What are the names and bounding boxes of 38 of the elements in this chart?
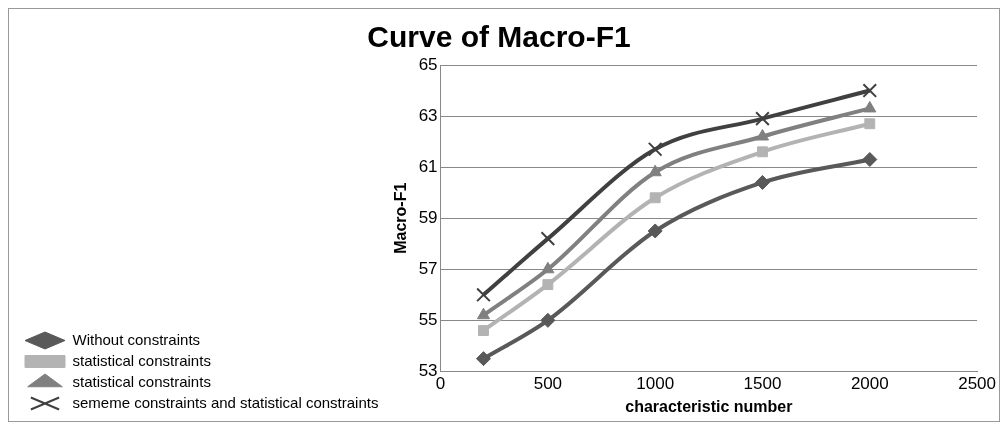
point bbox=[862, 83, 878, 98]
legend-label: Without constraints bbox=[72, 330, 201, 348]
point bbox=[863, 100, 877, 113]
point bbox=[542, 279, 554, 291]
legend-label: statistical constraints bbox=[72, 351, 211, 369]
point bbox=[647, 223, 663, 239]
y-tick-label: 57 bbox=[418, 258, 438, 278]
point bbox=[540, 312, 556, 328]
y-tick-label: 55 bbox=[418, 310, 438, 330]
point bbox=[475, 351, 491, 367]
point bbox=[755, 111, 770, 126]
x-tick-label: 2500 bbox=[958, 374, 996, 394]
point bbox=[754, 174, 770, 190]
point bbox=[647, 141, 663, 157]
point bbox=[478, 325, 489, 336]
x-tick-label: 500 bbox=[533, 374, 563, 394]
point bbox=[476, 307, 491, 320]
legend-label: sememe constraints and statistical constraints bbox=[72, 393, 379, 411]
point bbox=[864, 118, 876, 130]
x-tick-label: 0 bbox=[435, 374, 446, 394]
point bbox=[541, 261, 555, 274]
y-tick-label: 65 bbox=[418, 54, 438, 74]
x-tick-label: 1500 bbox=[743, 374, 782, 394]
y-tick-label: 63 bbox=[418, 105, 438, 125]
point bbox=[862, 151, 878, 167]
point bbox=[649, 192, 661, 204]
x-tick-label: 2000 bbox=[850, 374, 889, 394]
point bbox=[476, 287, 491, 303]
point bbox=[755, 128, 770, 141]
chart-title: Curve of Macro-F1 bbox=[367, 20, 631, 54]
y-tick-label: 59 bbox=[418, 207, 438, 227]
y-tick-label: 61 bbox=[418, 156, 438, 176]
point bbox=[757, 146, 768, 158]
x-axis-title: characteristic number bbox=[625, 397, 793, 415]
x-tick-label: 1000 bbox=[636, 374, 675, 394]
y-axis-title: Macro-F1 bbox=[392, 182, 410, 254]
legend-label: statistical constraints bbox=[72, 372, 211, 390]
point bbox=[648, 164, 662, 177]
